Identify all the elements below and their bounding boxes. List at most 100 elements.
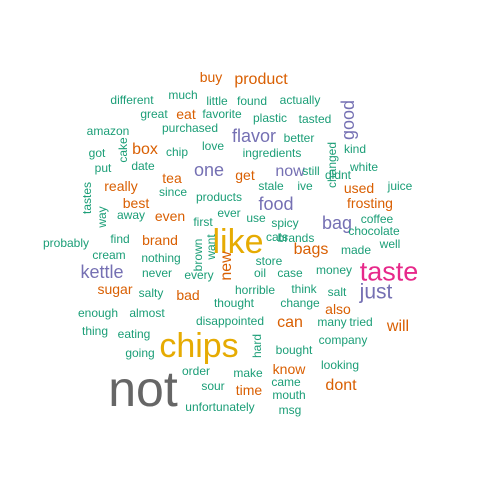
word-really: really	[104, 178, 138, 194]
word-brown: brown	[191, 238, 205, 272]
word-want: want	[204, 234, 218, 260]
word-tastes: tastes	[80, 181, 94, 215]
word-new: new	[218, 251, 235, 281]
word-oil: oil	[253, 266, 267, 280]
word-think: think	[291, 282, 317, 296]
word-little: little	[206, 94, 228, 108]
word-tried: tried	[349, 315, 373, 329]
word-products: products	[195, 190, 243, 204]
word-bags: bags	[293, 241, 329, 258]
word-kettle: kettle	[80, 262, 124, 282]
word-found: found	[236, 94, 268, 108]
word-bag: bag	[321, 213, 353, 233]
word-chips: chips	[159, 327, 239, 365]
word-frosting: frosting	[347, 195, 393, 211]
word-thought: thought	[213, 296, 255, 310]
word-going: going	[125, 346, 155, 360]
word-probably: probably	[42, 236, 90, 250]
word-cream: cream	[92, 248, 126, 262]
word-cats: cats	[265, 230, 289, 244]
word-came: came	[271, 375, 301, 389]
word-bad: bad	[176, 287, 200, 303]
word-coffee: coffee	[360, 212, 394, 226]
word-many: many	[317, 315, 347, 329]
word-enough: enough	[77, 306, 119, 320]
word-didnt: didnt	[324, 168, 352, 182]
word-like: like	[212, 223, 264, 261]
word-first: first	[193, 215, 213, 229]
word-hard: hard	[250, 333, 264, 359]
word-made: made	[340, 243, 372, 257]
word-buy: buy	[199, 69, 223, 85]
word-bought: bought	[275, 343, 313, 357]
word-white: white	[349, 160, 379, 174]
word-ive: ive	[297, 179, 313, 193]
word-change: change	[280, 296, 320, 310]
word-will: will	[386, 318, 410, 335]
word-flavor: flavor	[231, 126, 277, 146]
word-got: got	[88, 146, 106, 160]
word-never: never	[141, 266, 173, 280]
word-just: just	[359, 280, 393, 304]
word-spicy: spicy	[271, 216, 299, 230]
word-now: now	[275, 163, 305, 180]
word-actually: actually	[279, 93, 321, 107]
word-salty: salty	[138, 286, 164, 300]
word-tea: tea	[162, 170, 182, 186]
word-salt: salt	[327, 285, 347, 299]
word-dont: dont	[325, 377, 357, 394]
word-mouth: mouth	[272, 388, 306, 402]
word-sour: sour	[201, 379, 225, 393]
word-also: also	[325, 301, 351, 317]
word-disappointed: disappointed	[195, 314, 265, 328]
word-ever: ever	[217, 206, 241, 220]
word-purchased: purchased	[161, 121, 219, 135]
word-unfortunately: unfortunately	[185, 400, 255, 414]
word-way: way	[95, 206, 109, 228]
word-different: different	[110, 93, 154, 107]
word-looking: looking	[320, 358, 360, 372]
word-not: not	[108, 361, 178, 417]
word-nothing: nothing	[141, 251, 181, 265]
word-cake: cake	[116, 137, 130, 163]
word-chocolate: chocolate	[348, 224, 400, 238]
word-eat: eat	[176, 106, 196, 122]
word-kind: kind	[343, 142, 367, 156]
word-well: well	[379, 237, 401, 251]
word-msg: msg	[278, 403, 302, 417]
word-date: date	[131, 159, 155, 173]
word-put: put	[94, 161, 112, 175]
word-know: know	[272, 361, 306, 377]
word-can: can	[277, 314, 303, 331]
word-used: used	[343, 180, 375, 196]
word-horrible: horrible	[234, 283, 276, 297]
word-best: best	[122, 195, 150, 211]
word-use: use	[246, 211, 266, 225]
word-eating: eating	[117, 327, 151, 341]
word-ingredients: ingredients	[242, 146, 302, 160]
word-time: time	[235, 382, 263, 398]
word-box: box	[132, 141, 158, 158]
word-juice: juice	[387, 179, 413, 193]
word-thing: thing	[81, 324, 109, 338]
word-case: case	[277, 266, 303, 280]
word-taste: taste	[359, 256, 419, 287]
word-product: product	[234, 71, 288, 88]
word-since: since	[158, 185, 188, 199]
word-order: order	[181, 364, 211, 378]
word-one: one	[193, 160, 225, 180]
word-sugar: sugar	[97, 281, 133, 297]
word-tasted: tasted	[298, 112, 332, 126]
word-find: find	[110, 232, 130, 246]
word-good: good	[338, 99, 358, 141]
word-almost: almost	[129, 306, 165, 320]
word-away: away	[116, 208, 146, 222]
word-brand: brand	[142, 232, 178, 248]
word-food: food	[258, 194, 294, 214]
word-plastic: plastic	[252, 111, 288, 125]
word-money: money	[315, 263, 353, 277]
word-every: every	[184, 268, 214, 282]
word-great: great	[140, 107, 168, 121]
word-amazon: amazon	[86, 124, 130, 138]
